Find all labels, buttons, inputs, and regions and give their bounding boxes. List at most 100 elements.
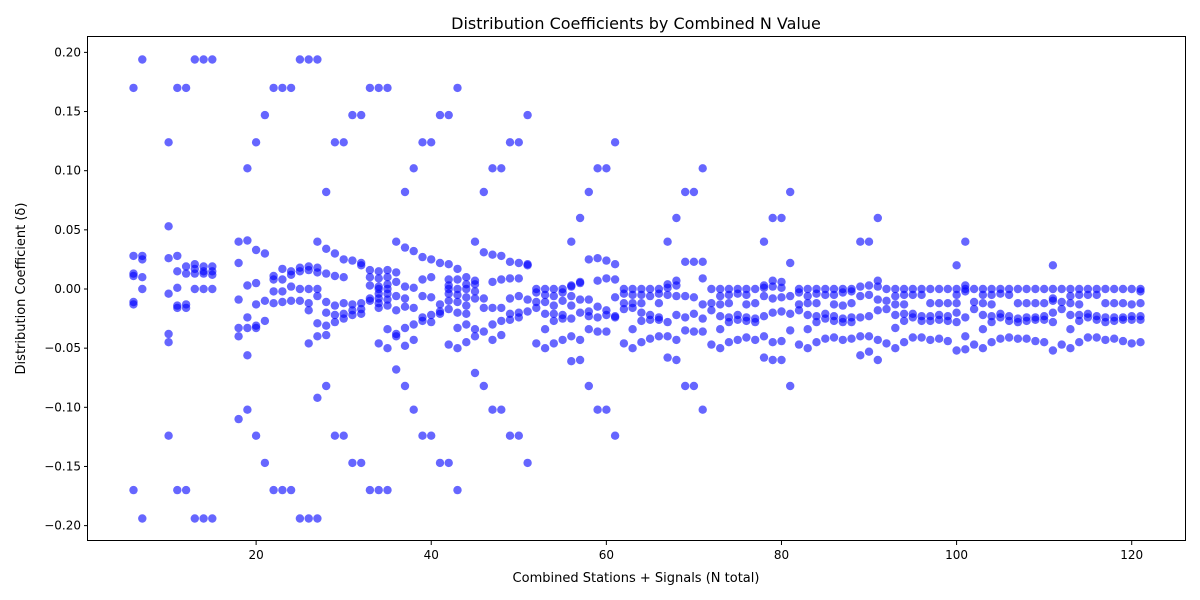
x-tick-label: 40 [424,548,439,562]
data-point [462,273,471,282]
plot-frame [87,36,1186,541]
data-point [961,332,970,341]
data-point [829,290,839,300]
data-point [952,299,961,308]
data-point [987,284,996,294]
data-point [330,317,340,327]
data-point [505,315,515,324]
data-point [435,300,445,309]
data-point [689,381,699,391]
data-point [453,297,462,307]
data-point [1022,299,1031,308]
data-point [873,282,882,291]
data-point [269,299,278,308]
data-point [1066,284,1075,294]
data-point [488,335,497,345]
data-point [1075,300,1084,309]
data-point [575,308,585,317]
data-point [488,303,497,313]
data-point [1075,338,1084,347]
data-point [917,284,926,294]
data-point [1004,333,1014,342]
data-point [1075,284,1084,294]
data-point [523,110,532,120]
data-point [689,327,699,336]
data-point [724,317,734,327]
data-point [409,283,418,292]
data-point [330,301,340,310]
data-point [1075,290,1084,300]
data-point [514,258,523,268]
data-point [698,405,707,414]
data-point [357,261,366,270]
data-point [681,326,690,335]
data-point [418,275,427,284]
data-point [374,303,383,313]
data-point [602,405,611,414]
data-point [584,187,593,197]
data-point [619,339,629,348]
data-point [497,316,506,326]
data-point [1066,291,1075,301]
data-point [689,257,699,266]
data-point [313,237,322,246]
data-point [260,110,270,120]
data-point [383,273,392,282]
y-tick-label: 0.15 [54,105,81,119]
x-tick-label: 60 [599,548,614,562]
data-point [777,277,786,287]
data-point [891,323,900,333]
data-point [786,258,795,268]
data-point [523,261,532,270]
data-point [751,299,760,308]
data-point [505,431,515,440]
data-point [199,55,208,64]
data-point [330,249,340,258]
data-point [330,310,340,320]
data-point [969,297,979,307]
data-point [768,276,777,285]
data-point [453,323,462,333]
data-point [374,267,383,276]
data-point [453,83,462,93]
data-point [952,346,961,355]
data-point [129,83,138,93]
data-point [751,284,760,294]
data-point [540,284,550,294]
data-point [1048,261,1058,270]
data-point [540,290,550,300]
data-point [698,164,707,173]
data-point [567,291,576,301]
data-point [497,164,506,173]
data-point [164,254,173,263]
data-point [759,332,769,341]
data-point [532,303,541,313]
data-point [952,261,961,270]
y-tick-label: −0.15 [44,459,81,473]
y-tick-label: 0.05 [54,223,81,237]
y-tick-label: 0.20 [54,45,81,59]
data-point [418,252,427,262]
data-point [751,317,760,327]
data-point [978,344,988,353]
data-point [427,293,436,302]
data-point [181,303,191,313]
data-point [1066,344,1075,353]
data-point [645,291,655,301]
data-point [523,307,532,316]
data-point [208,55,217,64]
data-point [409,335,418,345]
data-point [418,431,427,440]
data-point [173,485,182,495]
data-point [462,284,471,294]
data-point [698,314,707,323]
data-point [357,458,366,468]
data-point [1066,299,1075,308]
data-point [1110,334,1119,343]
data-point [987,290,996,300]
data-point [628,325,637,334]
data-point [707,299,716,308]
data-point [383,289,392,298]
data-point [803,284,812,294]
data-point [1127,315,1136,324]
